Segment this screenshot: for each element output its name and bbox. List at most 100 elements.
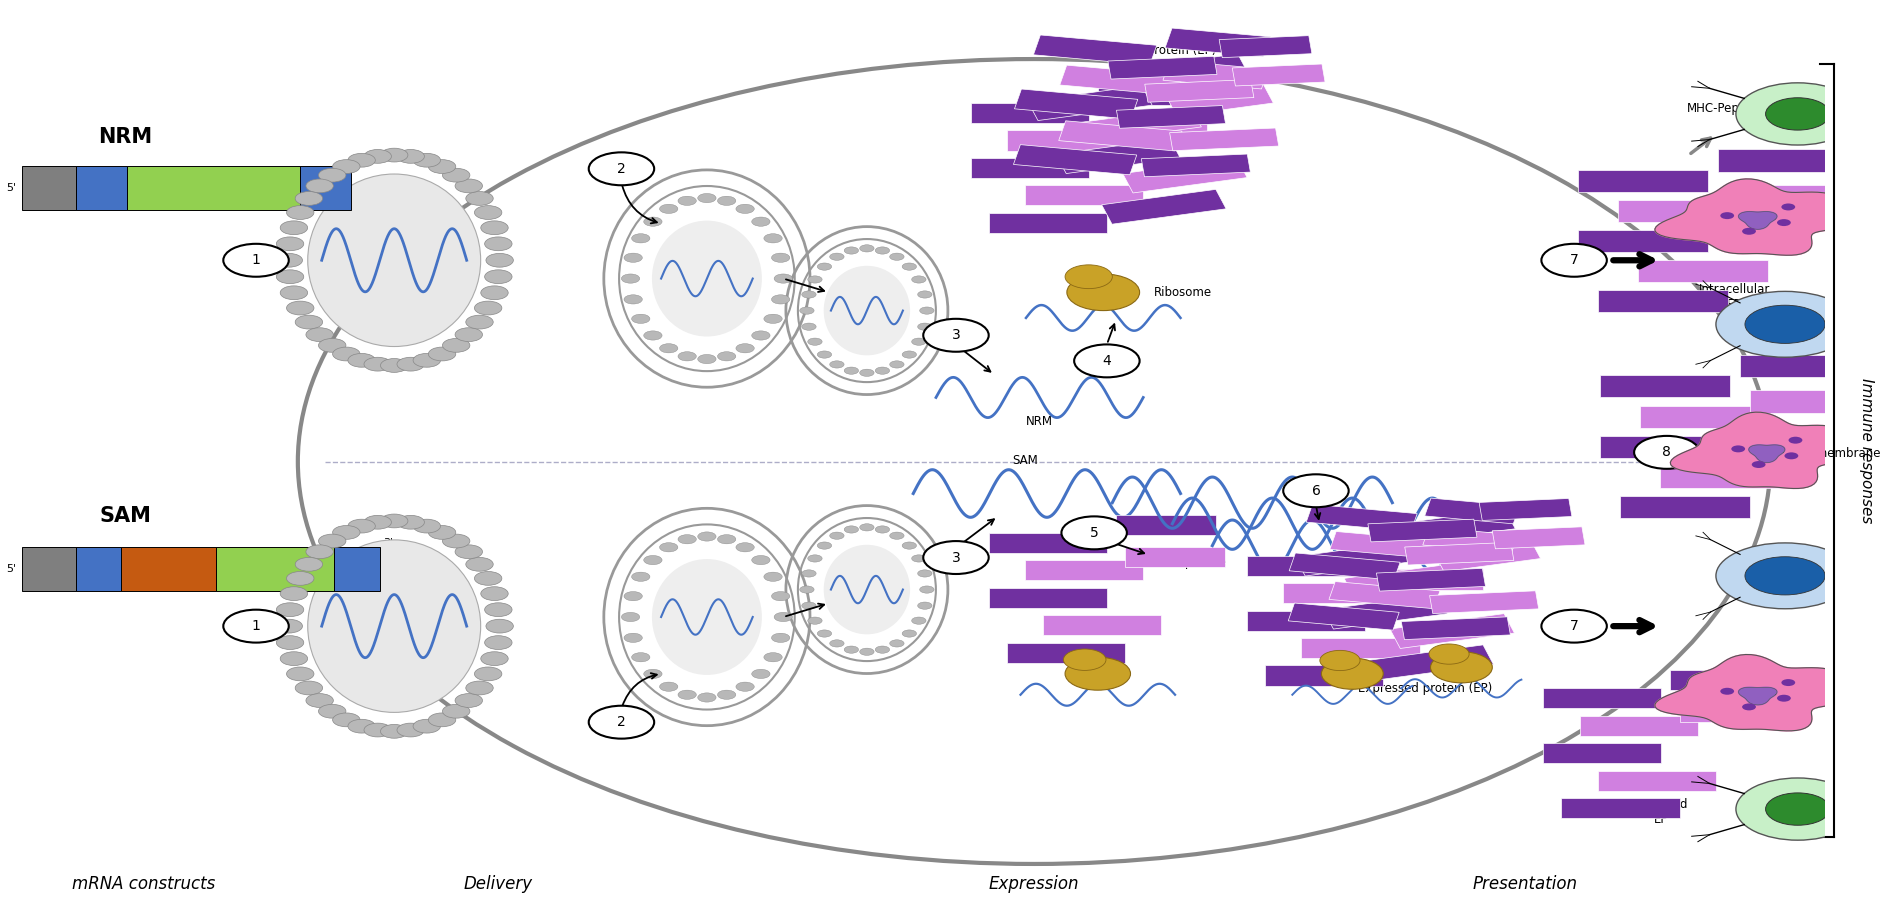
- Circle shape: [487, 619, 513, 633]
- Circle shape: [678, 690, 697, 700]
- Polygon shape: [1637, 260, 1768, 282]
- Text: 3: 3: [952, 550, 960, 565]
- Circle shape: [443, 704, 469, 718]
- Text: NRM: NRM: [1026, 415, 1053, 428]
- Circle shape: [752, 217, 770, 226]
- Text: 5': 5': [6, 565, 15, 574]
- Circle shape: [912, 276, 926, 283]
- Circle shape: [774, 612, 793, 621]
- Polygon shape: [1389, 614, 1514, 649]
- Text: 7: 7: [1569, 253, 1579, 268]
- Circle shape: [772, 592, 789, 601]
- Polygon shape: [1124, 546, 1225, 567]
- Polygon shape: [971, 158, 1088, 178]
- Circle shape: [348, 520, 375, 533]
- Circle shape: [903, 351, 916, 358]
- Text: SAM: SAM: [98, 507, 151, 526]
- Text: UTR: UTR: [314, 183, 337, 193]
- Circle shape: [875, 646, 890, 653]
- Polygon shape: [1384, 569, 1484, 590]
- Circle shape: [1066, 657, 1130, 690]
- Circle shape: [466, 192, 494, 205]
- Circle shape: [1283, 474, 1348, 508]
- Circle shape: [918, 569, 931, 577]
- Polygon shape: [1654, 654, 1853, 731]
- Circle shape: [918, 602, 931, 609]
- Polygon shape: [1577, 170, 1707, 192]
- Circle shape: [413, 520, 441, 533]
- Circle shape: [280, 221, 309, 234]
- Circle shape: [1068, 274, 1140, 310]
- Polygon shape: [1679, 702, 1779, 722]
- Circle shape: [903, 263, 916, 270]
- Circle shape: [286, 301, 314, 315]
- Text: Expressed protein (EP): Expressed protein (EP): [1081, 44, 1215, 57]
- Polygon shape: [1145, 79, 1253, 102]
- Polygon shape: [1015, 89, 1138, 119]
- Polygon shape: [1660, 466, 1789, 488]
- Circle shape: [808, 555, 822, 562]
- Text: Ribosome: Ribosome: [1155, 286, 1212, 299]
- Circle shape: [363, 515, 392, 529]
- Polygon shape: [971, 103, 1088, 123]
- Circle shape: [736, 543, 753, 552]
- Circle shape: [808, 276, 822, 283]
- FancyBboxPatch shape: [21, 166, 76, 210]
- Circle shape: [1431, 652, 1492, 683]
- Circle shape: [428, 713, 456, 726]
- Circle shape: [398, 515, 424, 529]
- Text: 3': 3': [382, 538, 394, 548]
- Polygon shape: [1164, 28, 1270, 56]
- Circle shape: [481, 221, 507, 234]
- Polygon shape: [1598, 290, 1728, 312]
- Text: CDS: CDS: [203, 183, 225, 193]
- Circle shape: [1781, 203, 1795, 210]
- FancyBboxPatch shape: [299, 166, 350, 210]
- Polygon shape: [1429, 591, 1539, 614]
- FancyBboxPatch shape: [127, 166, 299, 210]
- Polygon shape: [1577, 230, 1707, 252]
- Circle shape: [875, 526, 890, 533]
- Circle shape: [589, 706, 655, 738]
- Circle shape: [398, 723, 424, 737]
- Text: Secreted
EP: Secreted EP: [1636, 797, 1689, 826]
- Ellipse shape: [1745, 306, 1825, 343]
- Circle shape: [717, 197, 736, 206]
- Polygon shape: [1740, 355, 1849, 378]
- Text: CAP: CAP: [38, 565, 59, 574]
- Circle shape: [280, 652, 309, 665]
- Circle shape: [859, 369, 875, 377]
- Polygon shape: [1007, 130, 1124, 150]
- Polygon shape: [1247, 611, 1365, 630]
- Circle shape: [295, 315, 322, 329]
- Polygon shape: [1562, 798, 1679, 818]
- Circle shape: [644, 217, 663, 226]
- Polygon shape: [1026, 186, 1143, 206]
- Circle shape: [1742, 228, 1757, 234]
- Polygon shape: [1654, 179, 1853, 256]
- Circle shape: [280, 587, 309, 601]
- Circle shape: [808, 617, 822, 624]
- Circle shape: [475, 301, 502, 315]
- Circle shape: [481, 652, 507, 665]
- Polygon shape: [1543, 743, 1662, 763]
- Circle shape: [1766, 793, 1831, 825]
- Circle shape: [717, 352, 736, 361]
- Text: Delivery: Delivery: [464, 875, 532, 893]
- Circle shape: [413, 153, 441, 167]
- Text: Replicase: Replicase: [144, 565, 193, 574]
- Polygon shape: [1300, 638, 1420, 658]
- Circle shape: [912, 617, 926, 624]
- Circle shape: [621, 612, 640, 621]
- Circle shape: [912, 338, 926, 345]
- Polygon shape: [1738, 211, 1778, 229]
- Polygon shape: [1433, 539, 1541, 571]
- Polygon shape: [1717, 150, 1829, 172]
- Circle shape: [644, 669, 663, 678]
- Circle shape: [659, 543, 678, 552]
- Circle shape: [348, 354, 375, 367]
- Circle shape: [1751, 462, 1766, 468]
- Polygon shape: [1425, 498, 1520, 524]
- Circle shape: [318, 704, 346, 718]
- Polygon shape: [1306, 504, 1418, 532]
